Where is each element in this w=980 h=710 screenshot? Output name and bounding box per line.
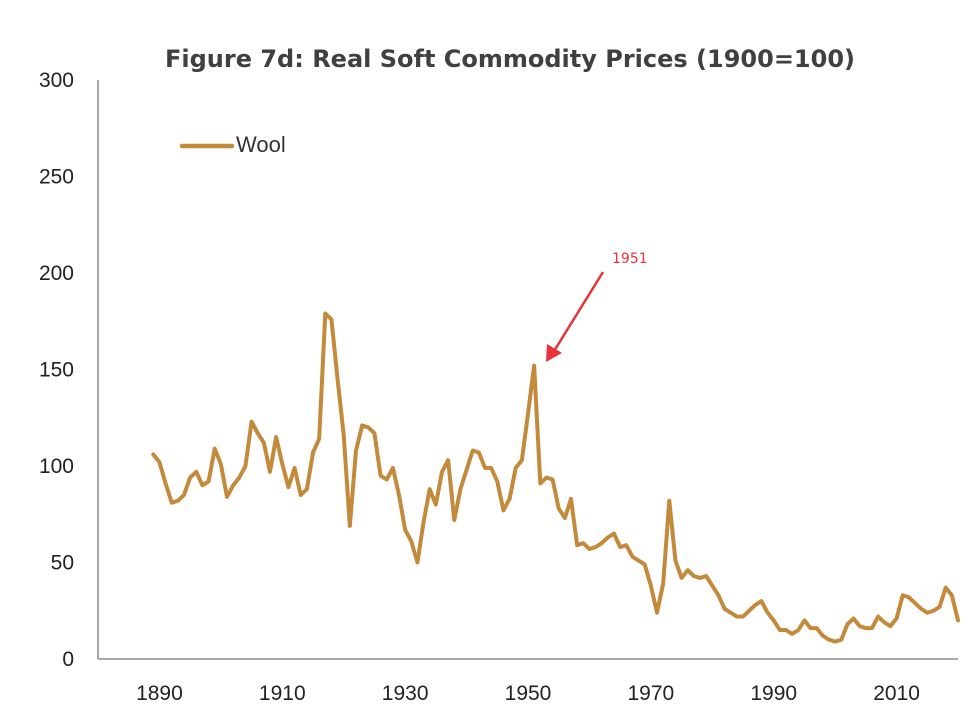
x-tick-label: 1990 [750,682,797,705]
chart-title: Figure 7d: Real Soft Commodity Prices (1… [165,45,855,73]
annotation-label: 1951 [612,251,648,267]
y-tick-label: 100 [39,455,74,478]
x-axis-ticks: 1890 1910 1930 1950 1970 1990 2010 [136,682,920,705]
series-line-wool [151,311,960,644]
y-axis-ticks: 0 50 100 150 200 250 300 [39,69,74,671]
annotation-arrow-shaft [549,271,605,357]
x-tick-label: 1970 [627,682,674,705]
x-tick-label: 1950 [505,682,552,705]
y-tick-label: 300 [39,69,74,92]
y-tick-label: 50 [51,552,74,575]
annotation-1951: 1951 [546,251,648,362]
legend: Wool [179,132,286,157]
y-tick-label: 250 [39,166,74,189]
y-tick-label: 150 [39,359,74,382]
annotation-arrow-head [546,344,562,362]
y-tick-label: 0 [62,648,74,671]
legend-label-wool: Wool [236,132,286,157]
x-tick-label: 1890 [136,682,183,705]
y-tick-label: 200 [39,262,74,285]
series-group [151,311,960,644]
x-tick-label: 1930 [382,682,429,705]
x-tick-label: 1910 [259,682,306,705]
x-tick-label: 2010 [873,682,920,705]
